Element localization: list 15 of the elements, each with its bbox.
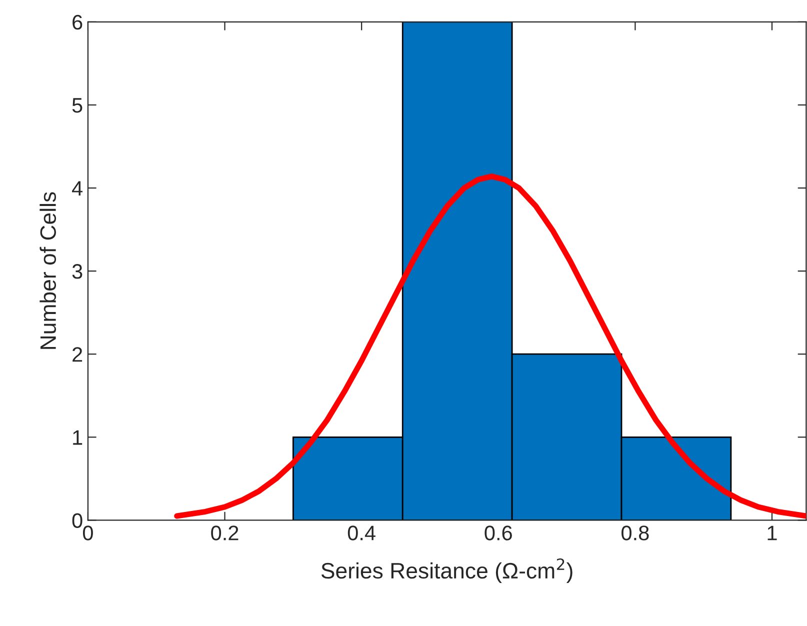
x-tick-label: 1 <box>768 526 777 540</box>
y-tick-label: 5 <box>72 98 82 113</box>
x-tick-label: 0.2 <box>211 526 238 540</box>
x-tick-label: 0 <box>82 526 93 540</box>
y-tick-label: 3 <box>72 264 82 279</box>
y-tick-label: 1 <box>73 430 82 445</box>
x-tick-label: 0.4 <box>348 526 376 540</box>
y-tick-label: 0 <box>72 513 82 528</box>
y-tick-label: 2 <box>72 347 82 362</box>
x-tick-label: 0.8 <box>622 526 649 540</box>
y-axis-title: Number of Cells <box>40 192 56 349</box>
y-tick-label: 4 <box>72 181 82 196</box>
x-axis-title: Series Resitance (Ω-cm$^{2}$) <box>321 558 572 584</box>
x-tick-label: 0.6 <box>484 526 512 540</box>
y-tick-label: 6 <box>72 14 82 30</box>
